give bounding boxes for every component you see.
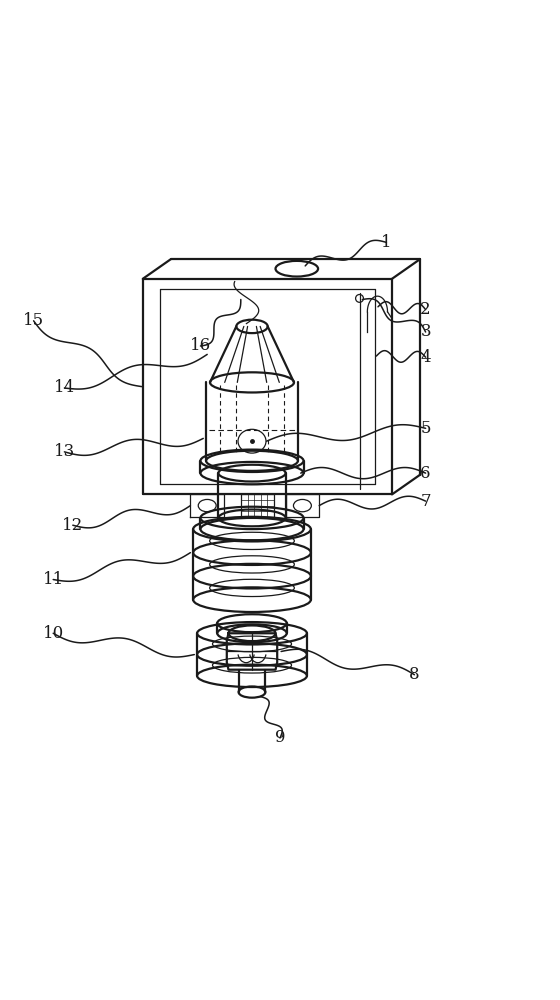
Text: 4: 4 bbox=[421, 349, 431, 366]
Text: 14: 14 bbox=[54, 379, 75, 396]
Text: 10: 10 bbox=[43, 625, 64, 642]
Text: 12: 12 bbox=[62, 517, 83, 534]
Text: 15: 15 bbox=[23, 312, 44, 329]
Text: 2: 2 bbox=[421, 301, 431, 318]
Text: 8: 8 bbox=[409, 666, 419, 683]
Text: 13: 13 bbox=[54, 443, 75, 460]
Text: 6: 6 bbox=[421, 465, 431, 482]
Text: 7: 7 bbox=[421, 493, 431, 510]
Text: 1: 1 bbox=[381, 234, 391, 251]
Text: 16: 16 bbox=[190, 338, 211, 355]
Text: 5: 5 bbox=[421, 420, 431, 437]
Text: 9: 9 bbox=[275, 730, 285, 746]
Bar bbox=[241, 494, 274, 517]
Text: 3: 3 bbox=[421, 324, 431, 340]
Text: 11: 11 bbox=[43, 571, 64, 588]
